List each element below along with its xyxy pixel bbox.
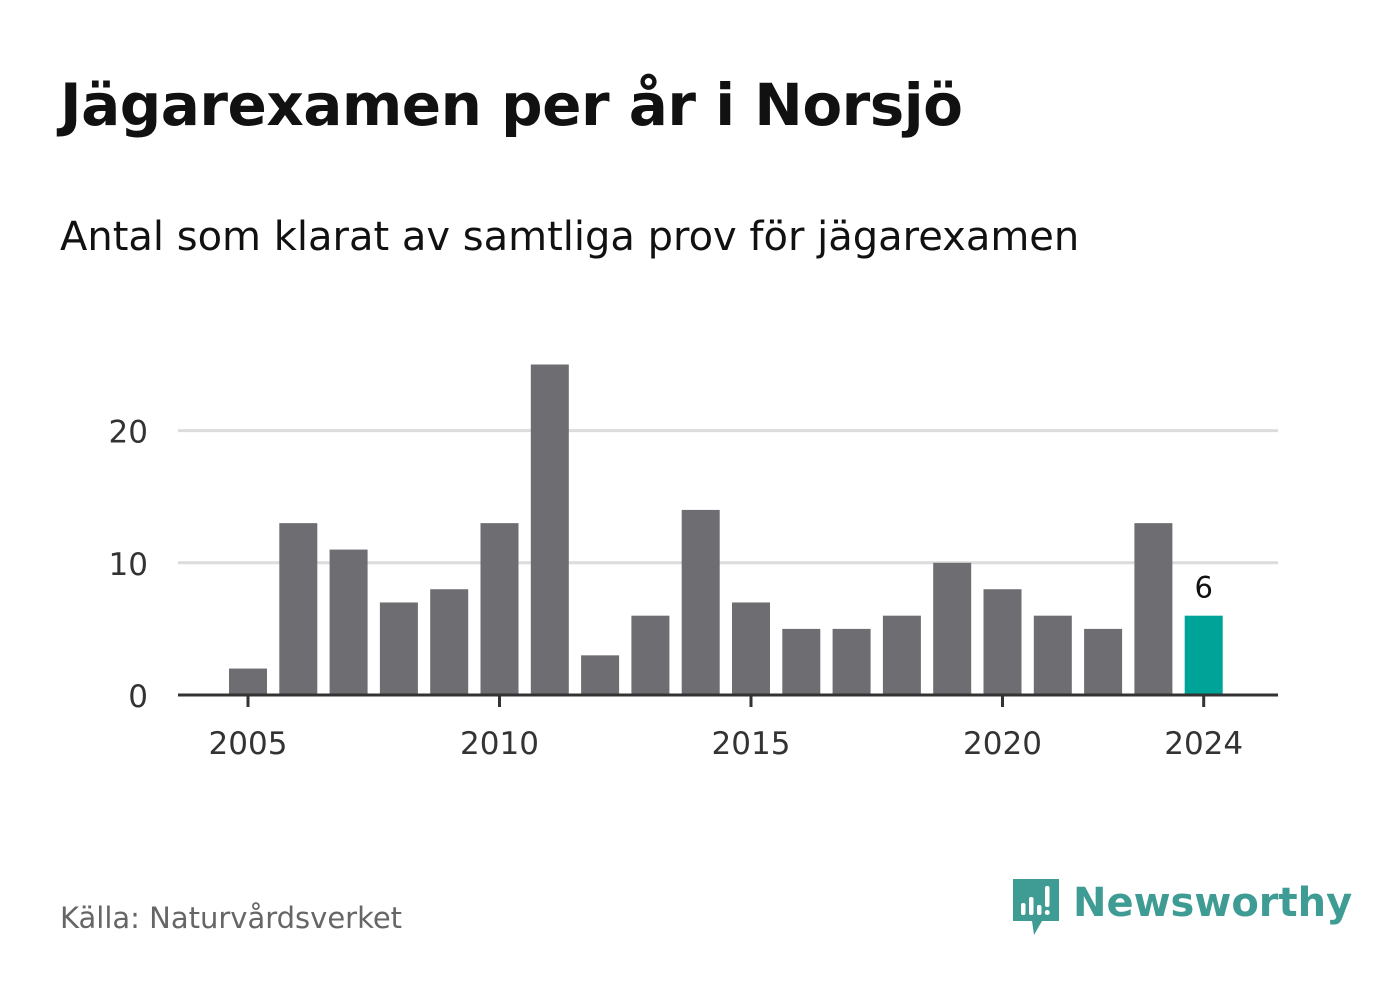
bar-2013 (631, 615, 670, 695)
x-tick-label: 2005 (209, 726, 288, 762)
bar-2017 (832, 628, 871, 695)
bar-2011 (530, 364, 569, 695)
labels: 0 10 20 2005 2010 2015 2020 2024 6 (109, 415, 1244, 762)
source-note: Källa: Naturvårdsverket (60, 901, 403, 935)
y-tick-label: 0 (128, 679, 148, 715)
axes (178, 693, 1278, 707)
bar-2021 (1033, 615, 1072, 695)
bar-2014 (681, 509, 720, 695)
bar-2019 (933, 562, 972, 695)
bar-2022 (1084, 628, 1123, 695)
x-tick-label: 2024 (1164, 726, 1243, 762)
x-tick-label: 2010 (460, 726, 539, 762)
bar-2018 (882, 615, 921, 695)
bar-2020 (983, 589, 1022, 695)
bar-2008 (379, 602, 418, 695)
chart-subtitle: Antal som klarat av samtliga prov för jä… (60, 214, 1080, 260)
bar-chart: 0 10 20 2005 2010 2015 2020 2024 6 (109, 364, 1278, 762)
bar-2016 (782, 628, 821, 695)
brand-name: Newsworthy (1073, 880, 1353, 926)
bar-2010 (480, 523, 519, 695)
newsworthy-logo-icon (1013, 879, 1059, 935)
data-label: 6 (1194, 571, 1212, 605)
bar-2015 (732, 602, 770, 695)
bar-2006 (279, 523, 318, 695)
bar-2024 (1184, 615, 1223, 695)
bar-2023 (1134, 523, 1173, 695)
bar-2007 (329, 549, 368, 695)
bar-2005 (229, 668, 267, 695)
brand-logo[interactable]: Newsworthy (1011, 877, 1352, 939)
bars (229, 364, 1223, 695)
x-tick-label: 2015 (712, 726, 791, 762)
x-tick-label: 2020 (963, 726, 1042, 762)
bar-2012 (581, 655, 620, 695)
chart-title: Jägarexamen per år i Norsjö (60, 71, 963, 139)
bar-2009 (430, 589, 469, 695)
y-tick-label: 20 (109, 415, 148, 451)
y-tick-label: 10 (109, 547, 148, 583)
grid-lines (178, 429, 1278, 565)
